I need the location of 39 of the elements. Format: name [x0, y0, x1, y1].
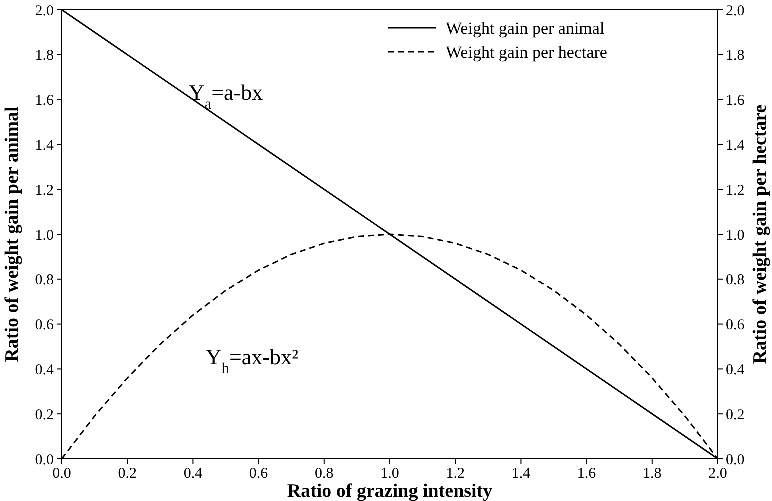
x-tick-label: 0.0 [52, 466, 72, 482]
x-tick-label: 0.2 [118, 466, 137, 482]
y2-tick-label: 0.2 [726, 407, 745, 424]
y-tick-label: 1.2 [35, 182, 54, 199]
x-tick-label: 2.0 [708, 466, 728, 482]
y-tick-label: 1.6 [35, 93, 54, 110]
y2-tick-label: 0.6 [726, 318, 746, 334]
y-tick-label: 0.2 [35, 407, 54, 424]
annotation: Y$_{h}$=ax-bx² [206, 344, 299, 378]
y-tick-label: 1.8 [35, 48, 54, 64]
x-tick-label: 1.8 [643, 466, 662, 482]
y-tick-label: 0.8 [35, 272, 54, 289]
x-tick-label: 0.4 [184, 466, 204, 482]
y2-tick-label: 1.8 [726, 48, 745, 64]
y2-tick-label: 0.4 [726, 362, 746, 378]
y2-tick-label: 2.0 [726, 3, 745, 20]
x-tick-label: 1.4 [512, 466, 532, 482]
legend-label: Weight gain per hectare [446, 42, 608, 62]
y-tick-label: 1.4 [35, 138, 54, 154]
y-tick-label: 0.4 [35, 362, 54, 378]
y2-tick-label: 0.8 [726, 272, 745, 289]
x-tick-label: 0.6 [249, 466, 269, 482]
x-tick-label: 1.0 [380, 466, 400, 482]
y2-tick-label: 1.2 [726, 182, 745, 199]
y-tick-label: 0.0 [35, 452, 54, 468]
y2-tick-label: 1.4 [726, 138, 746, 154]
y-tick-label: 1.0 [35, 228, 54, 244]
x-tick-label: 1.6 [577, 466, 597, 482]
y2-tick-label: 1.6 [726, 93, 746, 110]
legend-label: Weight gain per animal [446, 18, 605, 38]
y2-tick-label: 1.0 [726, 228, 745, 244]
x-tick-label: 1.2 [446, 466, 465, 482]
y-axis-title: Ratio of weight gain per animal [2, 106, 23, 362]
y2-tick-label: 0.0 [726, 452, 745, 468]
y2-axis-title: Ratio of weight gain per hectare [750, 104, 771, 364]
y-tick-label: 0.6 [35, 318, 54, 334]
y-tick-label: 2.0 [35, 3, 54, 20]
x-axis-title: Ratio of grazing intensity [287, 481, 494, 501]
x-tick-label: 0.8 [315, 466, 334, 482]
